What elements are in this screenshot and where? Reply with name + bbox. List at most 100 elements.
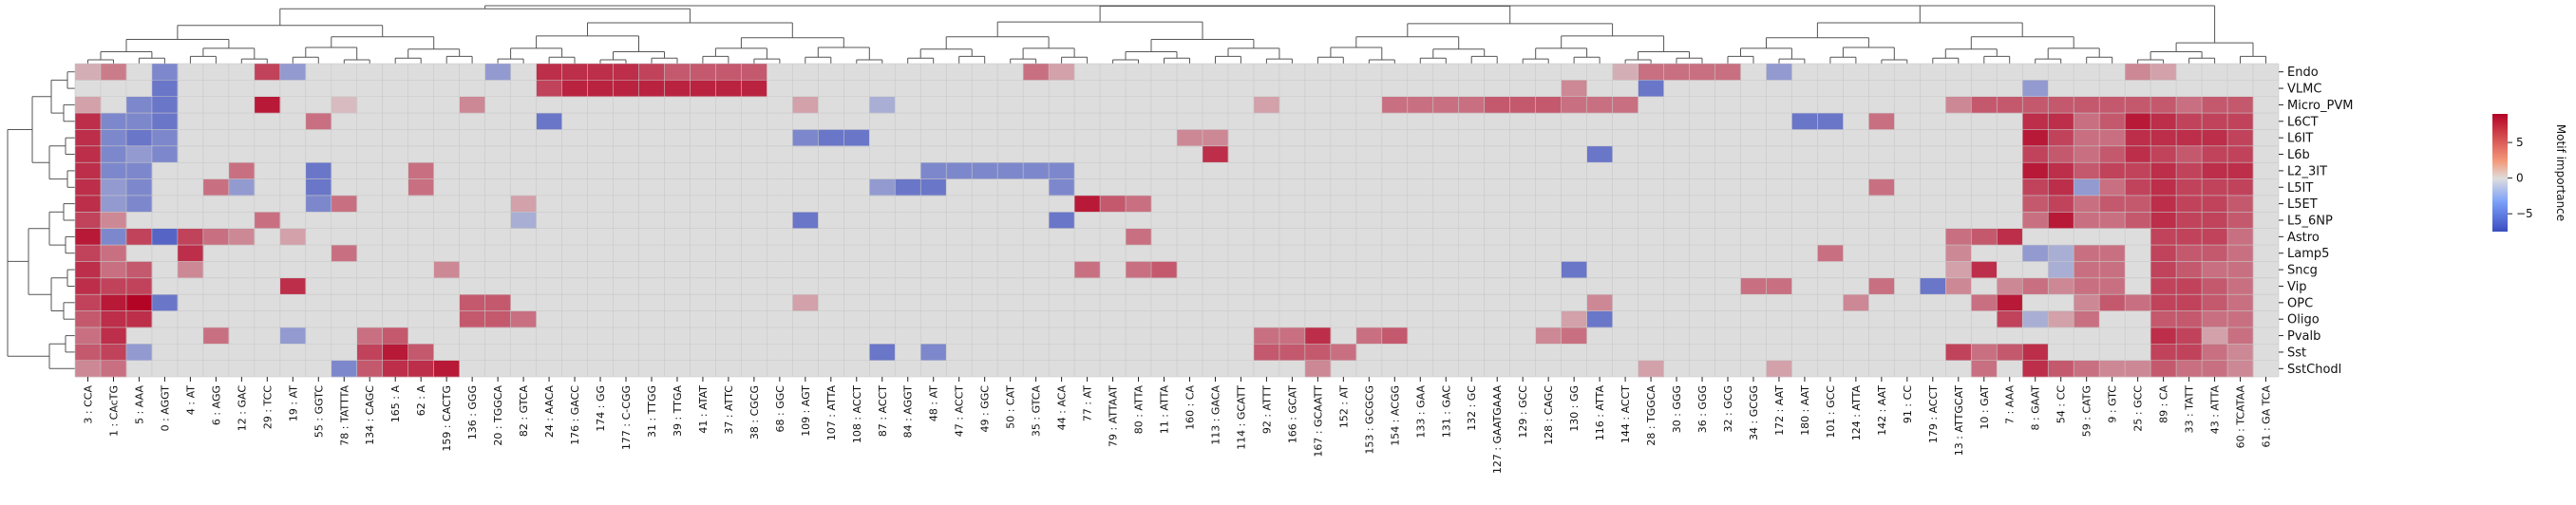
row-label: Astro [2287,231,2320,245]
heatmap-cell [2099,195,2126,213]
heatmap-cell [2176,261,2203,279]
heatmap-cell [75,96,102,114]
heatmap-cell [151,64,179,81]
heatmap-cell [1586,145,1613,163]
heatmap-cell [1279,344,1306,361]
heatmap-cell [305,162,332,179]
heatmap-cell [2176,294,2203,311]
column-label: 92 : ATTT [1260,385,1273,434]
column-label: 129 : GCC [1517,385,1529,439]
heatmap-cell [1535,327,1562,345]
column-label: 10 : GAT [1979,385,1991,430]
column-label: 180 : AAT [1799,385,1811,436]
heatmap-cell [2176,360,2203,378]
column-label: 154 : ACGG [1389,385,1401,446]
heatmap-cell [2150,195,2177,213]
heatmap-cell [1945,344,1972,361]
heatmap-cell [100,178,127,196]
heatmap-cell [2125,113,2151,130]
heatmap-cell [2202,294,2228,311]
heatmap-cell [741,80,767,98]
heatmap-cell [2227,145,2254,163]
heatmap-cell [484,64,511,81]
heatmap-cell [1049,212,1075,229]
heatmap-cell [279,228,307,246]
heatmap-cell [1920,277,1946,295]
column-label: 153 : GCGCG [1363,385,1375,455]
column-label: 142 : AAT [1876,385,1888,436]
heatmap-cell [2202,113,2228,130]
heatmap-cell [792,212,819,229]
heatmap-cell [100,344,127,361]
column-label: 7 : AAA [2004,385,2017,424]
heatmap-cell [2022,129,2049,147]
heatmap-cell [2202,178,2228,196]
heatmap-cell [843,129,870,147]
row-dendrogram [7,71,75,369]
heatmap-cell [792,129,819,147]
column-label: 48 : AT [928,385,940,421]
heatmap-cell [2022,360,2049,378]
heatmap-cell [1100,195,1127,213]
heatmap-cell [407,178,434,196]
heatmap-cell [125,145,153,163]
heatmap-cell [1126,261,1152,279]
heatmap-cell [100,310,127,328]
heatmap-cell [1945,245,1972,262]
heatmap-cell [2227,162,2254,179]
column-label: 134 : CAGC [364,385,376,445]
heatmap-cell [1971,360,1998,378]
column-label: 9 : GTC [2107,385,2119,423]
heatmap-cell [1484,96,1510,114]
column-label: 130 : GG [1568,385,1581,432]
heatmap-cell [100,327,127,345]
heatmap-cell [1740,277,1767,295]
heatmap-cell [690,80,716,98]
column-label: 132 : GC [1466,385,1478,431]
heatmap-cell [2022,96,2049,114]
column-label: 82 : GTCA [518,385,530,438]
heatmap-cell [254,212,281,229]
heatmap-cell [1868,277,1895,295]
heatmap-cell [2022,178,2049,196]
heatmap-cell [792,294,819,311]
heatmap-cell [2048,113,2074,130]
heatmap-cell [459,96,485,114]
heatmap-cell [2227,228,2254,246]
heatmap-cell [228,178,256,196]
column-dendrogram [87,5,2266,64]
heatmap-cell [279,64,307,81]
column-label: 87 : ACCT [877,385,889,437]
row-label: L5IT [2287,181,2313,196]
heatmap-cell [75,113,102,130]
heatmap-cell [202,327,230,345]
column-label: 108 : ACCT [851,385,863,443]
column-label: 4 : AT [184,385,197,415]
heatmap-cell [869,96,896,114]
heatmap-cell [536,80,562,98]
heatmap-cell [100,360,127,378]
heatmap-cell [1945,261,1972,279]
heatmap-cell [2125,162,2151,179]
column-label: 47 : ACCT [954,385,966,437]
heatmap-cell [1971,96,1998,114]
heatmap-cell [2150,327,2177,345]
heatmap-cell [638,64,665,81]
heatmap-cell [2074,360,2100,378]
heatmap-cell [2150,64,2177,81]
column-label: 24 : AACA [543,385,556,439]
column-label: 172 : AAT [1773,385,1786,436]
heatmap-cell [1074,261,1101,279]
heatmap-cell [2022,277,2049,295]
heatmap-cell [869,178,896,196]
heatmap-cell [972,162,998,179]
heatmap-cell [2074,294,2100,311]
row-label: SstChodl [2287,363,2341,377]
column-label: 44 : ACA [1056,385,1069,431]
heatmap-cell [125,277,153,295]
heatmap-cell [2074,178,2100,196]
heatmap-cell [1612,64,1638,81]
column-label: 159 : CACTG [441,385,453,452]
heatmap-cell [2150,129,2177,147]
